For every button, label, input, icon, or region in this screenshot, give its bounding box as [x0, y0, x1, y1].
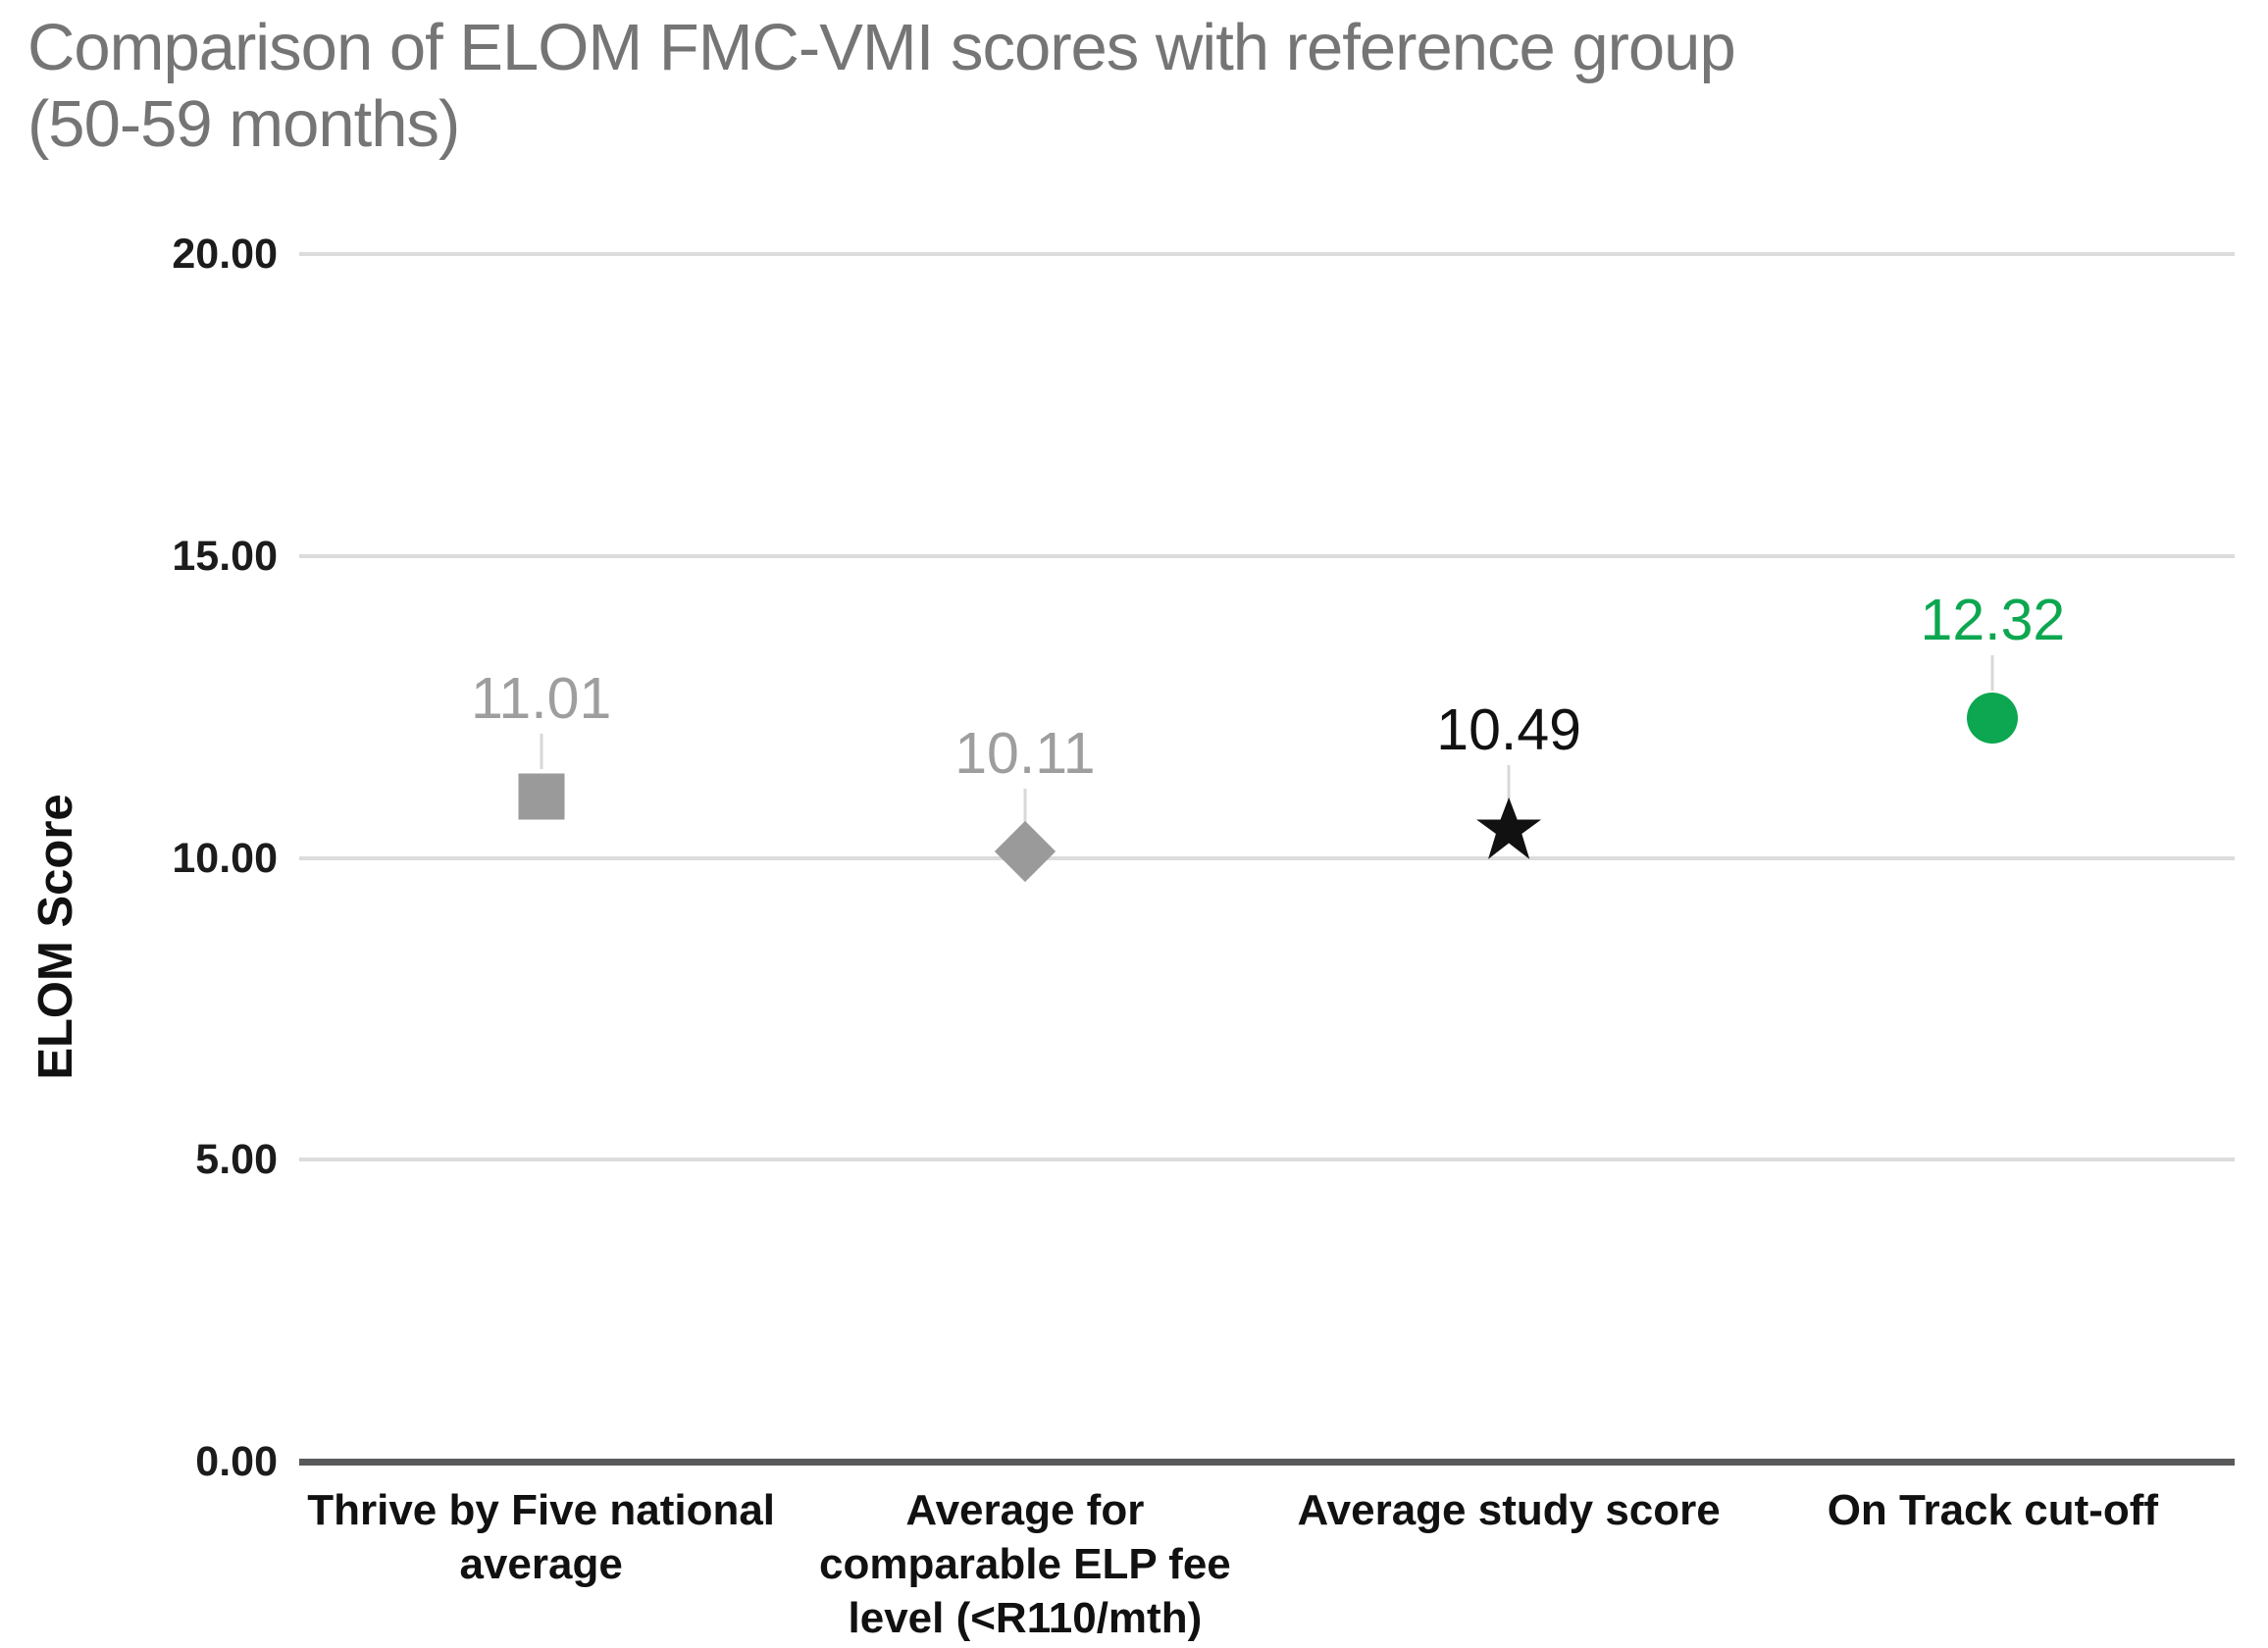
x-axis-category-label: Average for comparable ELP fee level (<R…	[818, 1486, 1231, 1642]
star-marker	[1476, 797, 1542, 859]
y-axis-tick-label: 5.00	[195, 1136, 278, 1184]
label-leader-line	[1507, 765, 1511, 801]
gridline	[299, 1158, 2235, 1162]
data-point-value-label: 10.11	[954, 720, 1096, 786]
gridline	[299, 553, 2235, 558]
gridline	[299, 855, 2235, 860]
x-axis-category-label: Average study score	[1297, 1486, 1721, 1534]
data-point-value-label: 10.49	[1436, 697, 1581, 763]
x-axis-category-label: On Track cut-off	[1827, 1486, 2159, 1534]
circle-marker	[1967, 692, 2019, 744]
x-axis-category-label: Thrive by Five national average	[307, 1486, 776, 1588]
y-axis-tick-label: 0.00	[195, 1438, 278, 1485]
diamond-marker	[994, 820, 1056, 882]
y-axis-tick-label: 15.00	[172, 532, 278, 580]
y-axis-tick-label: 10.00	[172, 834, 278, 882]
data-point-value-label: 12.32	[1920, 587, 2066, 652]
x-axis-line	[299, 1459, 2235, 1466]
gridline	[299, 252, 2235, 256]
label-leader-line	[1023, 788, 1027, 824]
label-leader-line	[1990, 654, 1994, 691]
chart-title: Comparison of ELOM FMC-VMI scores with r…	[27, 11, 1736, 161]
square-marker	[518, 773, 565, 820]
label-leader-line	[540, 734, 543, 770]
data-point-value-label: 11.01	[470, 666, 612, 732]
y-axis-tick-label: 20.00	[172, 231, 278, 278]
